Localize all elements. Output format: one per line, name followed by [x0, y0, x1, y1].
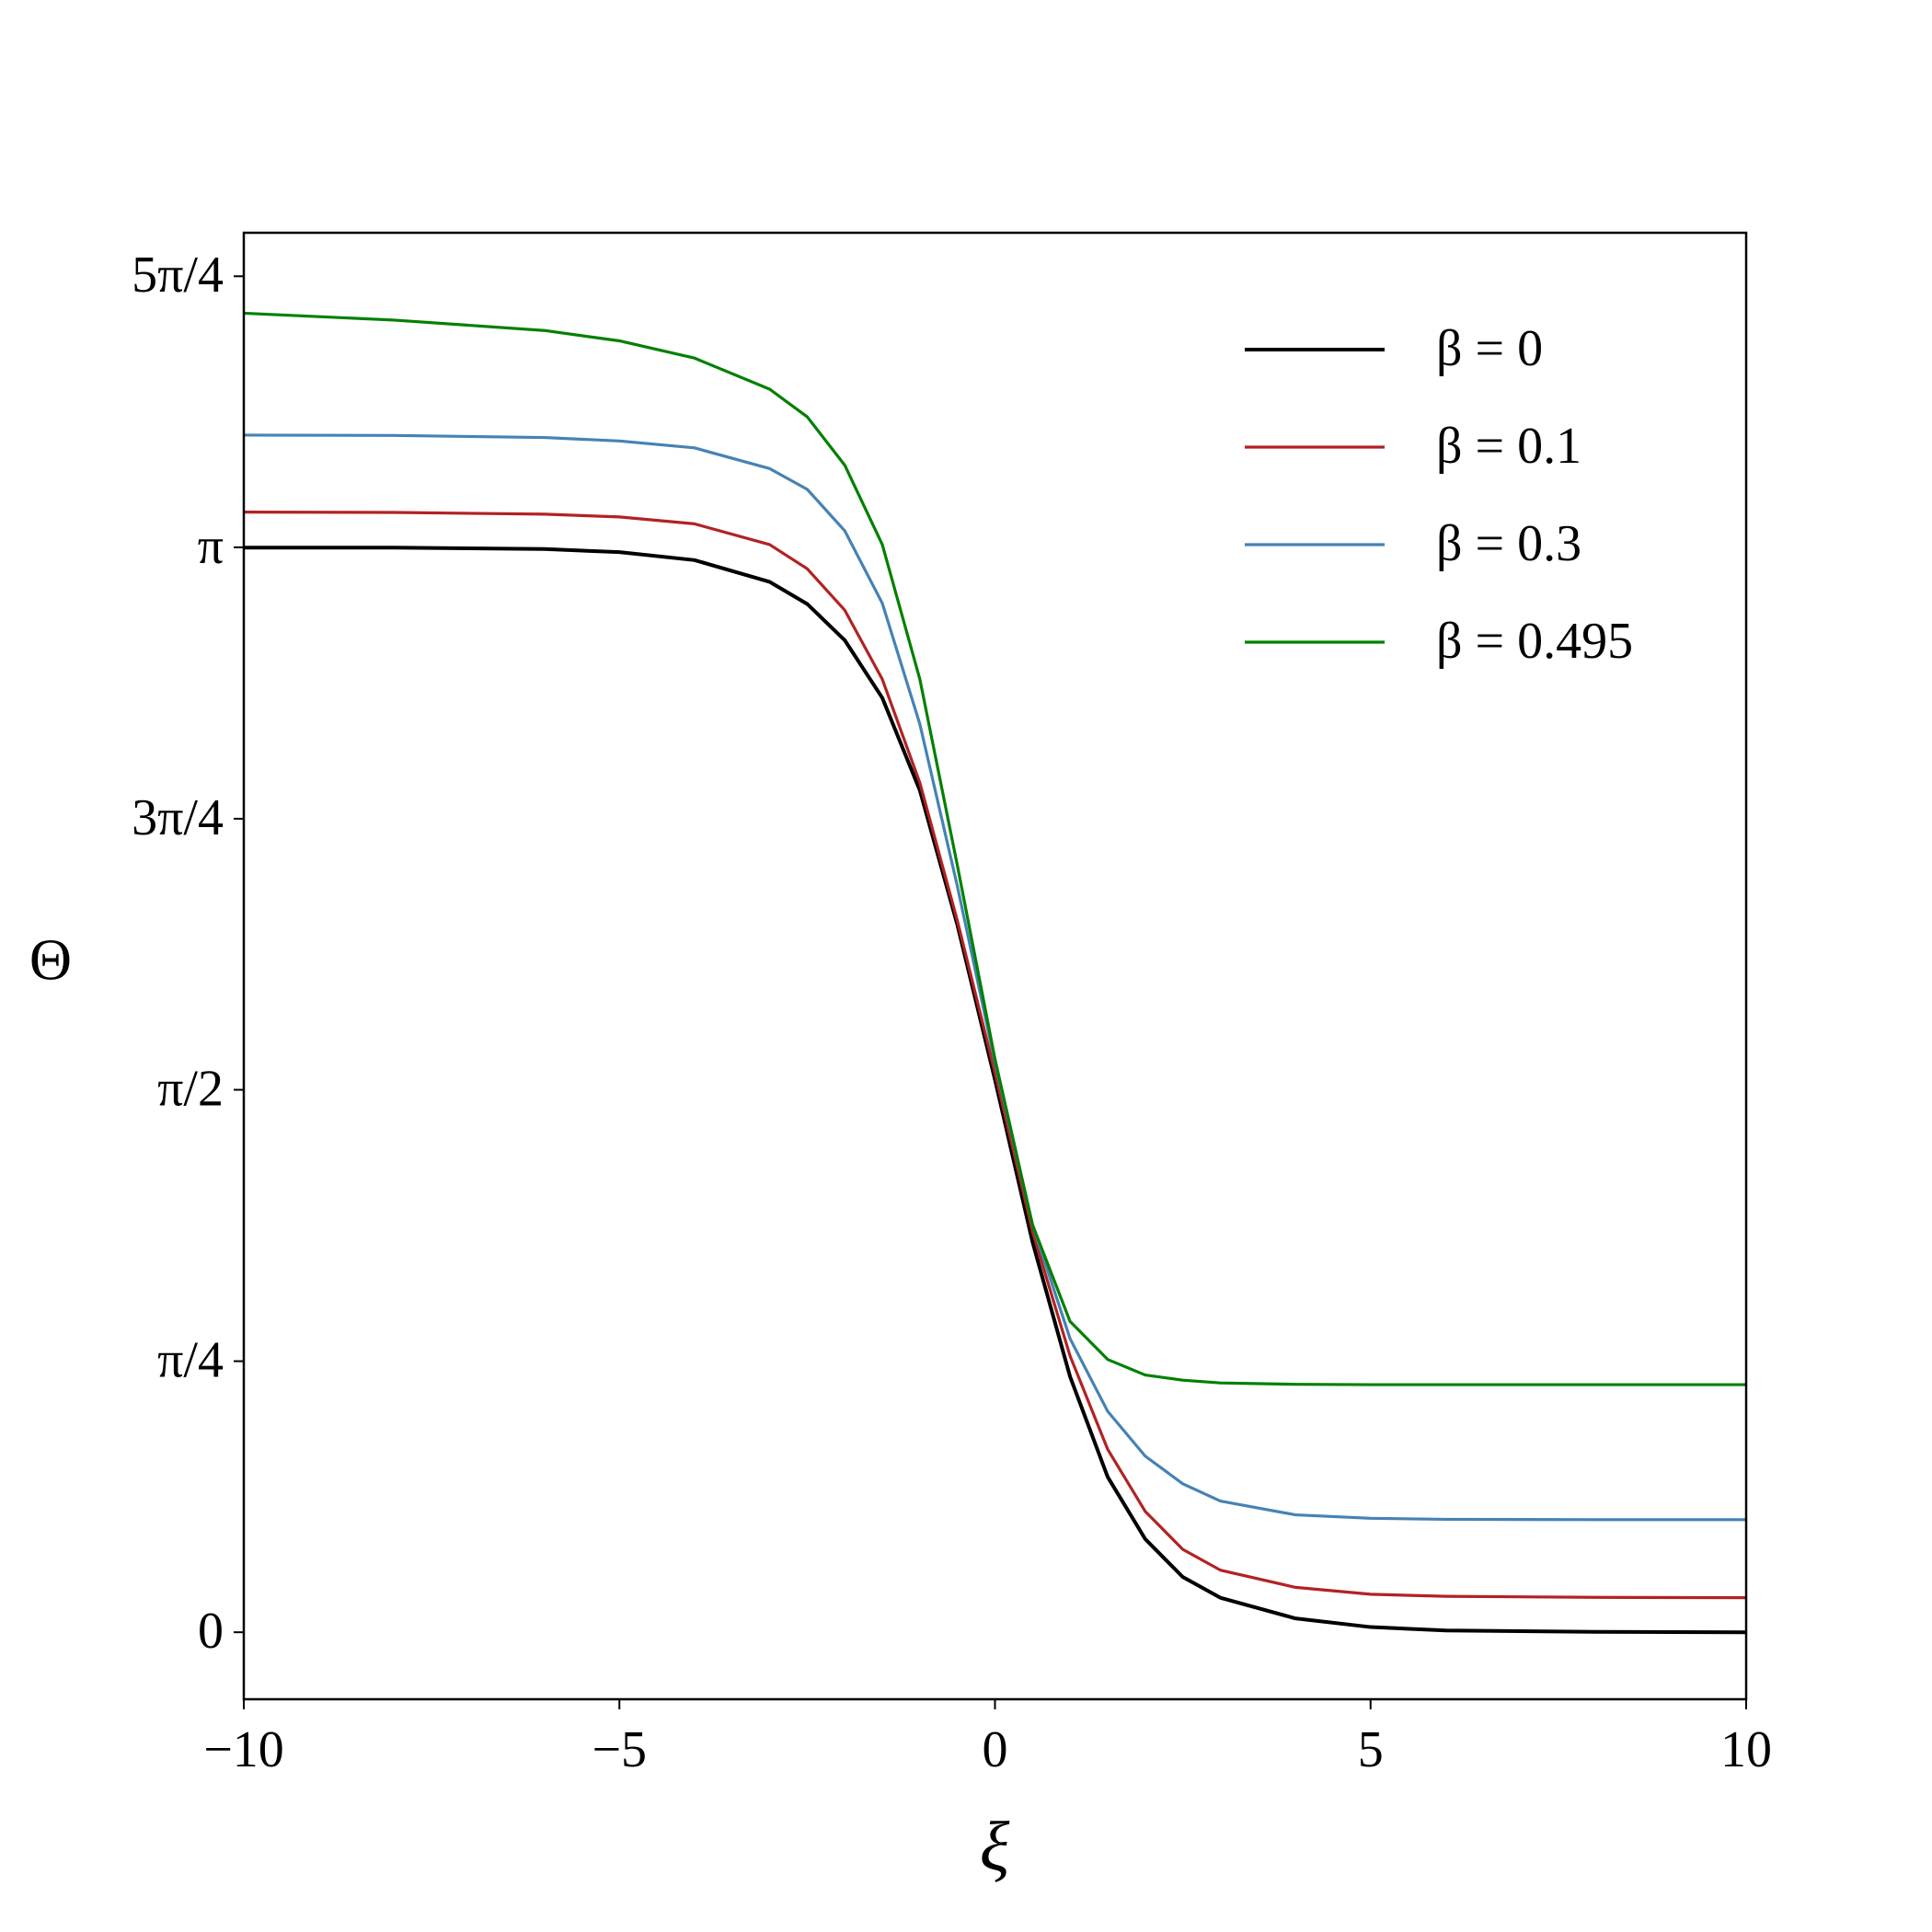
y-axis-label: Θ — [29, 927, 72, 993]
legend-label: β = 0.1 — [1436, 418, 1581, 475]
x-tick-label: −5 — [592, 1721, 647, 1778]
x-tick-label: −10 — [203, 1721, 284, 1778]
y-tick-label: π/2 — [157, 1060, 224, 1117]
x-tick-label: 10 — [1720, 1721, 1772, 1778]
y-tick-label: 3π/4 — [132, 789, 224, 846]
y-tick-label: 5π/4 — [132, 247, 224, 304]
plot-frame — [242, 231, 1748, 1701]
y-tick-label: π/4 — [157, 1331, 224, 1388]
x-axis-label: ξ — [980, 1808, 1010, 1885]
x-tick-label: 5 — [1358, 1721, 1384, 1778]
series-line — [243, 311, 1746, 1386]
series-line — [244, 546, 1747, 1635]
series-line — [243, 511, 1747, 1600]
legend-label: β = 0.495 — [1436, 613, 1633, 670]
y-tick-label: 0 — [198, 1603, 224, 1660]
legend-label: β = 0 — [1436, 320, 1543, 377]
x-tick-label: 0 — [983, 1721, 1008, 1778]
legend-label: β = 0.3 — [1436, 515, 1581, 572]
y-tick-label: π — [198, 518, 224, 575]
